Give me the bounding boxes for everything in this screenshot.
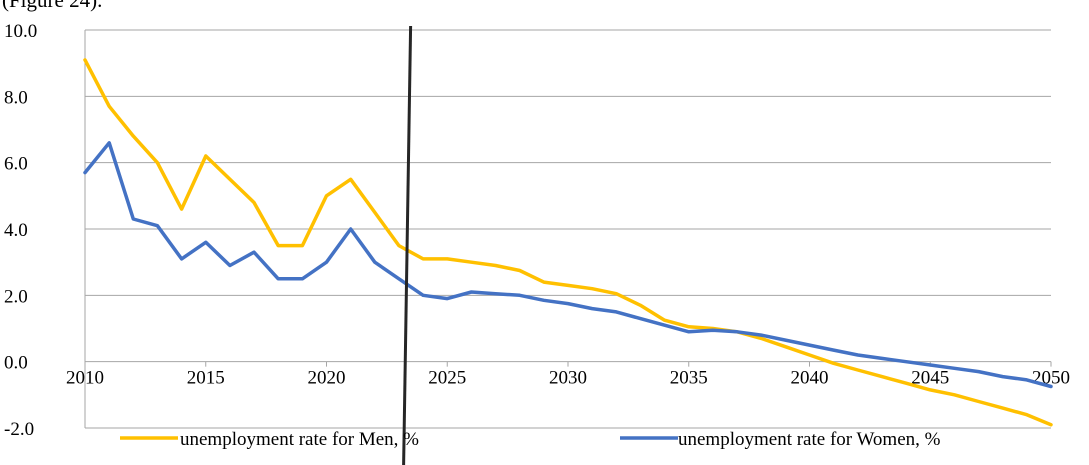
y-tick-label: 6.0	[4, 154, 28, 175]
x-axis-ticks: 2010 2015 2020 2025 2030 2035 2040 2045 2050	[66, 368, 1070, 389]
legend-label-men: unemployment rate for Men, %	[180, 429, 419, 450]
x-tick-label: 2040	[791, 368, 829, 389]
y-axis-ticks: 10.0 8.0 6.0 4.0 2.0 0.0 -2.0	[4, 21, 37, 440]
y-tick-label: -2.0	[4, 419, 34, 440]
x-tick-label: 2035	[670, 368, 708, 389]
y-tick-label: 2.0	[4, 286, 28, 307]
series-lines	[83, 58, 1053, 427]
x-tick-label: 2020	[308, 368, 346, 389]
legend: unemployment rate for Men, % unemployment…	[120, 429, 941, 450]
x-tick-label: 2045	[911, 368, 949, 389]
x-tick-label: 2010	[66, 368, 104, 389]
y-tick-label: 0.0	[4, 353, 28, 374]
marker-line	[402, 25, 413, 465]
y-tick-label: 10.0	[4, 21, 37, 42]
y-tick-label: 8.0	[4, 87, 28, 108]
series-line-women	[83, 141, 1053, 389]
figure-caption: (Figure 24).	[2, 0, 103, 12]
x-tick-label: 2030	[549, 368, 587, 389]
gridlines	[84, 29, 1052, 429]
y-tick-label: 4.0	[4, 220, 28, 241]
series-line-men	[83, 58, 1053, 427]
legend-label-women: unemployment rate for Women, %	[678, 429, 941, 450]
vertical-marker-line	[402, 25, 413, 465]
x-tick-label: 2015	[187, 368, 225, 389]
x-tick-label: 2025	[428, 368, 466, 389]
